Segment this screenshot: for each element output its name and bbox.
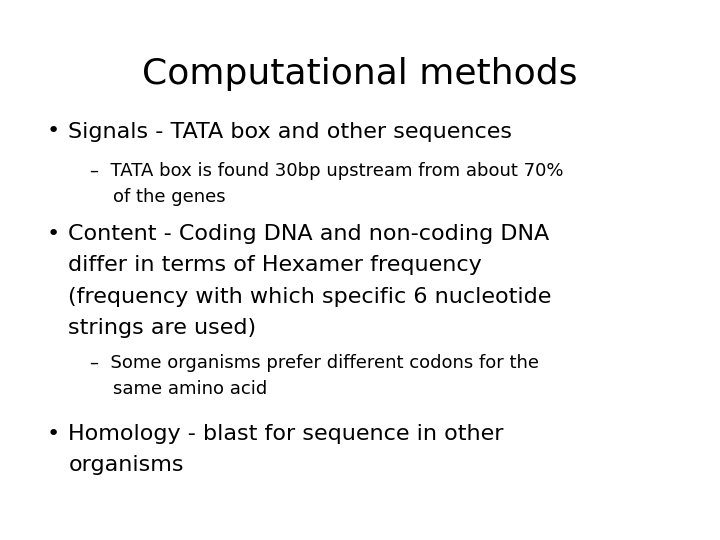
Text: of the genes: of the genes: [90, 188, 225, 206]
Text: same amino acid: same amino acid: [90, 380, 267, 397]
Text: •: •: [47, 424, 60, 444]
Text: Computational methods: Computational methods: [143, 57, 577, 91]
Text: Signals - TATA box and other sequences: Signals - TATA box and other sequences: [68, 122, 513, 141]
Text: •: •: [47, 224, 60, 244]
Text: differ in terms of Hexamer frequency: differ in terms of Hexamer frequency: [68, 255, 482, 275]
Text: –  TATA box is found 30bp upstream from about 70%: – TATA box is found 30bp upstream from a…: [90, 162, 564, 180]
Text: –  Some organisms prefer different codons for the: – Some organisms prefer different codons…: [90, 354, 539, 372]
Text: Homology - blast for sequence in other: Homology - blast for sequence in other: [68, 424, 504, 444]
Text: strings are used): strings are used): [68, 318, 256, 338]
Text: •: •: [47, 122, 60, 141]
Text: organisms: organisms: [68, 455, 184, 475]
Text: (frequency with which specific 6 nucleotide: (frequency with which specific 6 nucleot…: [68, 287, 552, 307]
Text: Content - Coding DNA and non-coding DNA: Content - Coding DNA and non-coding DNA: [68, 224, 549, 244]
